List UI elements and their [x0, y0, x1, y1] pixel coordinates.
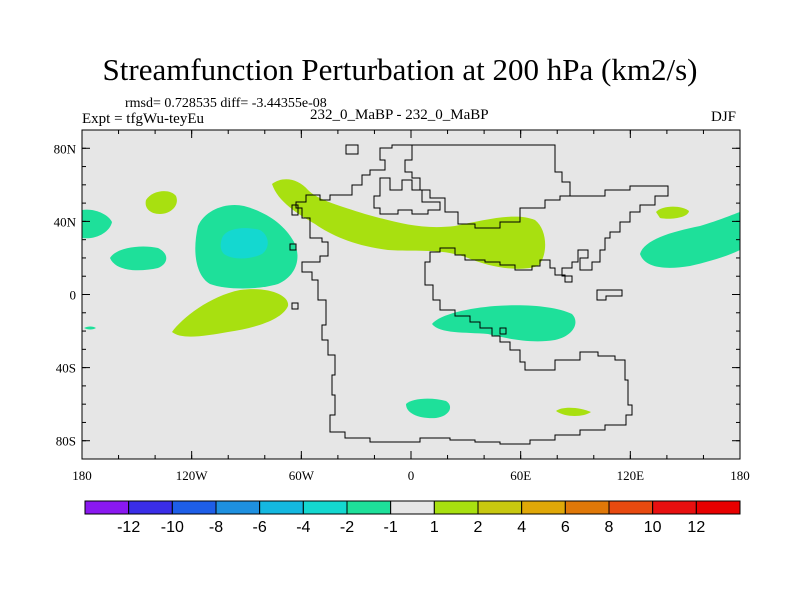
x-tick-label: 0 [408, 468, 415, 483]
negative-tiny-sw [84, 326, 96, 330]
colorbar-label: -12 [117, 519, 140, 536]
colorbar-swatch [433, 500, 479, 515]
x-tick-label: 180 [730, 468, 750, 483]
colorbar-swatch [346, 500, 392, 515]
colorbar-swatch [171, 500, 217, 515]
colorbar-swatch [564, 500, 610, 515]
greenland-island [345, 144, 359, 155]
colorbar-swatch [652, 500, 697, 515]
colorbar-label: -8 [209, 519, 223, 536]
case-comparison-label: 232_0_MaBP - 232_0_MaBP [310, 107, 489, 123]
west-islands [289, 204, 299, 310]
colorbar-swatch [390, 500, 435, 515]
colorbar-label: -2 [340, 519, 354, 536]
negative-dateline [82, 209, 112, 239]
experiment-label: Expt = tfgWu-teyEu [82, 111, 204, 127]
x-tick-label: 60W [289, 468, 315, 483]
arctic-fringe-outline [373, 177, 441, 215]
positive-n-pacific [145, 191, 177, 214]
main-continent-outline [295, 144, 669, 445]
y-tick-label: 80N [54, 141, 77, 156]
colorbar-label: 6 [561, 519, 570, 536]
colorbar-swatch [215, 500, 261, 515]
x-tick-label: 180 [72, 468, 92, 483]
negative-core-pacific [220, 228, 268, 259]
y-tick-label: 40N [54, 214, 77, 229]
colorbar-label: -6 [253, 519, 267, 536]
colorbar-swatch [259, 500, 304, 515]
colorbar-label: 1 [430, 519, 439, 536]
axes: 180 120W 60W 0 60E 120E 180 80N 40N 0 40S 80S [54, 129, 750, 483]
x-tick-label: 60E [510, 468, 531, 483]
negative-s-atlantic [432, 305, 576, 342]
anomaly-fill-layer [82, 179, 740, 419]
positive-e-pacific [172, 289, 289, 337]
colorbar-label: -10 [161, 519, 184, 536]
colorbar-swatch [84, 500, 130, 515]
east-islands [499, 289, 623, 335]
positive-w-pacific [656, 206, 689, 219]
chart-title: Streamfunction Perturbation at 200 hPa (… [102, 52, 698, 87]
negative-s-ocean [406, 398, 451, 419]
colorbar-label: 10 [644, 519, 662, 536]
colorbar-label: 2 [474, 519, 483, 536]
colorbar: -12 -10 -8 -6 -4 -2 -1 1 2 4 6 8 10 12 [84, 500, 741, 536]
season-label: DJF [711, 109, 737, 125]
positive-nw-atlantic [272, 179, 546, 269]
x-tick-label: 120W [176, 468, 209, 483]
colorbar-swatch [608, 500, 654, 515]
x-tick-label: 120E [617, 468, 645, 483]
colorbar-swatch [477, 500, 523, 515]
colorbar-label: 4 [517, 519, 526, 536]
colorbar-swatch [302, 500, 348, 515]
colorbar-swatch [695, 500, 741, 515]
colorbar-label: 8 [605, 519, 614, 536]
negative-c-pacific [110, 246, 167, 271]
colorbar-label: 12 [687, 519, 705, 536]
continent-outlines [289, 144, 669, 445]
north-polar-outline [395, 144, 571, 196]
colorbar-label: -4 [296, 519, 310, 536]
negative-w-pacific [640, 212, 740, 268]
colorbar-label: -1 [384, 519, 398, 536]
positive-s-indian [556, 407, 591, 416]
y-tick-label: 80S [56, 434, 76, 449]
colorbar-swatch [128, 500, 173, 515]
y-tick-label: 0 [70, 288, 77, 303]
y-tick-label: 40S [56, 361, 76, 376]
rmsd-diff-stats: rmsd= 0.728535 diff= -3.44355e-08 [125, 96, 327, 111]
colorbar-swatch [521, 500, 566, 515]
